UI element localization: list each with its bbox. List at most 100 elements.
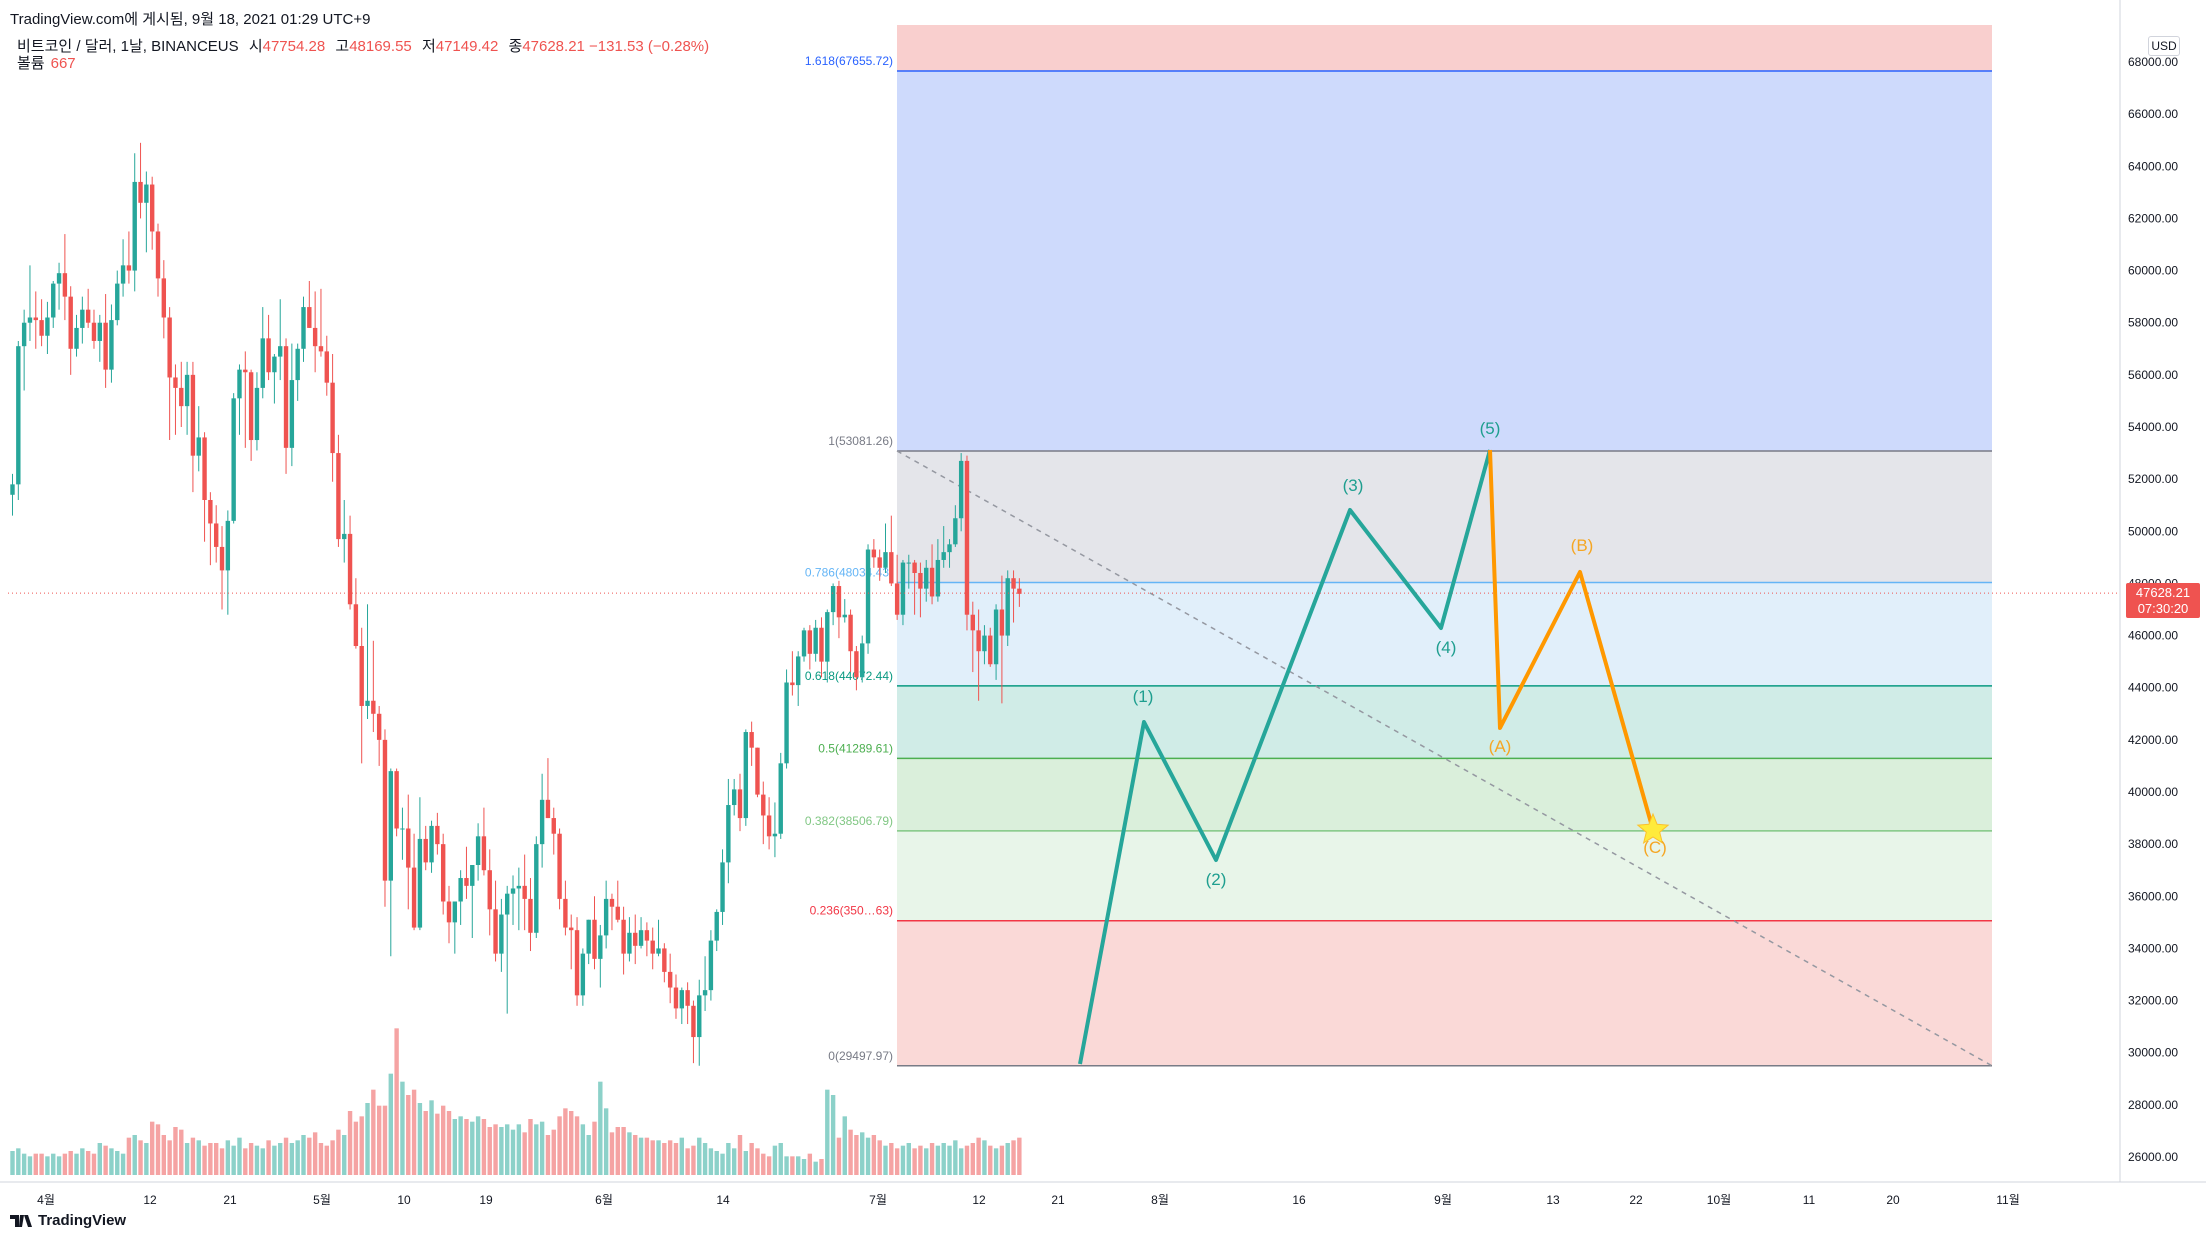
candle-body — [400, 828, 405, 830]
candle-body — [877, 557, 882, 568]
wave-label[interactable]: (C) — [1643, 838, 1667, 857]
candle-body — [755, 747, 760, 795]
candle-body — [452, 901, 458, 923]
volume-bar — [347, 1111, 353, 1175]
candle-body — [423, 838, 428, 863]
target-star-icon[interactable] — [1636, 812, 1670, 844]
volume-bar — [720, 1153, 725, 1175]
candle-body — [1005, 578, 1010, 636]
candle-body — [825, 612, 830, 662]
candle-body — [347, 533, 353, 605]
volume-bar — [289, 1143, 295, 1175]
volume-bar — [1011, 1140, 1016, 1175]
candle-body — [149, 184, 155, 232]
candle-body — [539, 799, 545, 845]
candle-body — [243, 369, 248, 373]
volume-bar — [440, 1105, 446, 1175]
volume-bar — [627, 1132, 632, 1175]
elliott-wave-lines[interactable]: (1) (2) (3) (4) (5) (A) (B) (C) — [1078, 419, 1670, 1065]
candle-body — [1017, 588, 1022, 594]
candle-body — [731, 789, 737, 806]
candle-body — [167, 317, 172, 378]
impulse-wave-line[interactable] — [1078, 449, 1492, 1065]
candle-body — [603, 898, 609, 936]
volume-bar — [487, 1127, 492, 1175]
fibonacci-retracement[interactable]: 1.618(67655.72) 1(53081.26) 0.786(48034.43… — [805, 25, 1993, 1067]
wave-label[interactable]: (3) — [1343, 476, 1364, 495]
candle-body — [208, 500, 213, 524]
volume-bar — [365, 1103, 370, 1175]
candle-body — [260, 338, 265, 388]
volume-bar — [947, 1145, 952, 1175]
high-label: 고 — [335, 38, 350, 55]
wave-label[interactable]: (4) — [1436, 638, 1457, 657]
volume-bar — [208, 1143, 213, 1175]
volume-bar — [534, 1124, 539, 1175]
wave-label[interactable]: (5) — [1480, 419, 1501, 438]
volume-label[interactable]: 볼륨 — [17, 55, 45, 72]
volume-bar — [475, 1116, 481, 1175]
fib-zone — [897, 830, 1992, 921]
candle-body — [918, 573, 923, 589]
fib-zone — [897, 450, 1992, 583]
volume-bar — [761, 1153, 766, 1175]
volume-bar — [743, 1151, 749, 1175]
candle-body — [586, 919, 591, 954]
candle-body — [796, 656, 801, 686]
volume-bar — [976, 1137, 981, 1175]
wave-label[interactable]: (2) — [1206, 870, 1227, 889]
volume-bar — [376, 1105, 382, 1175]
volume-bar — [854, 1135, 859, 1175]
volume-bar — [598, 1081, 603, 1175]
candle-body — [435, 825, 440, 845]
volume-bar — [237, 1137, 242, 1175]
candle-body — [179, 387, 184, 407]
fib-level-label: 1(53081.26) — [828, 434, 893, 448]
fib-zone — [897, 920, 1992, 1066]
candle-body — [231, 398, 236, 521]
candle-body — [720, 862, 725, 912]
volume-bar — [592, 1121, 597, 1175]
tradingview-brand[interactable]: TradingView — [10, 1212, 126, 1229]
volume-bar — [109, 1148, 114, 1175]
volume-bar — [283, 1137, 289, 1175]
candle-body — [615, 906, 620, 920]
volume-bar — [929, 1143, 935, 1175]
volume-bar — [603, 1108, 609, 1175]
volume-bar — [382, 1105, 388, 1175]
candle-body — [295, 348, 300, 381]
correction-wave-line[interactable] — [1488, 449, 1655, 831]
candle-body — [737, 789, 743, 819]
candle-body — [45, 317, 50, 336]
volume-bar — [85, 1151, 91, 1175]
wave-label[interactable]: (B) — [1571, 536, 1594, 555]
volume-bar — [988, 1145, 993, 1175]
volume-bar — [138, 1140, 143, 1175]
candle-body — [144, 184, 149, 203]
fib-level-label: 0.236(350…63) — [810, 904, 893, 918]
volume-bar — [953, 1140, 958, 1175]
wave-label[interactable]: (A) — [1489, 737, 1512, 756]
candle-body — [697, 995, 702, 1038]
volume-bar — [499, 1127, 504, 1175]
candle-body — [941, 552, 946, 560]
candle-body — [80, 309, 85, 328]
symbol-title[interactable]: 비트코인 / 달러, 1날, BINANCEUS — [17, 38, 239, 55]
volume-bar — [609, 1132, 615, 1175]
currency-badge[interactable]: USD — [2148, 36, 2180, 56]
candle-body — [551, 818, 556, 834]
candle-body — [778, 763, 783, 834]
candle-body — [900, 562, 906, 615]
fib-zone — [897, 685, 1992, 759]
volume-bar — [400, 1081, 405, 1175]
candle-body — [516, 885, 522, 889]
candle-body — [272, 356, 277, 373]
candle-body — [633, 932, 638, 946]
candle-body — [598, 935, 603, 959]
volume-bar — [580, 1124, 586, 1175]
volume-bar — [964, 1145, 970, 1175]
candle-body — [801, 630, 807, 657]
wave-label[interactable]: (1) — [1133, 687, 1154, 706]
